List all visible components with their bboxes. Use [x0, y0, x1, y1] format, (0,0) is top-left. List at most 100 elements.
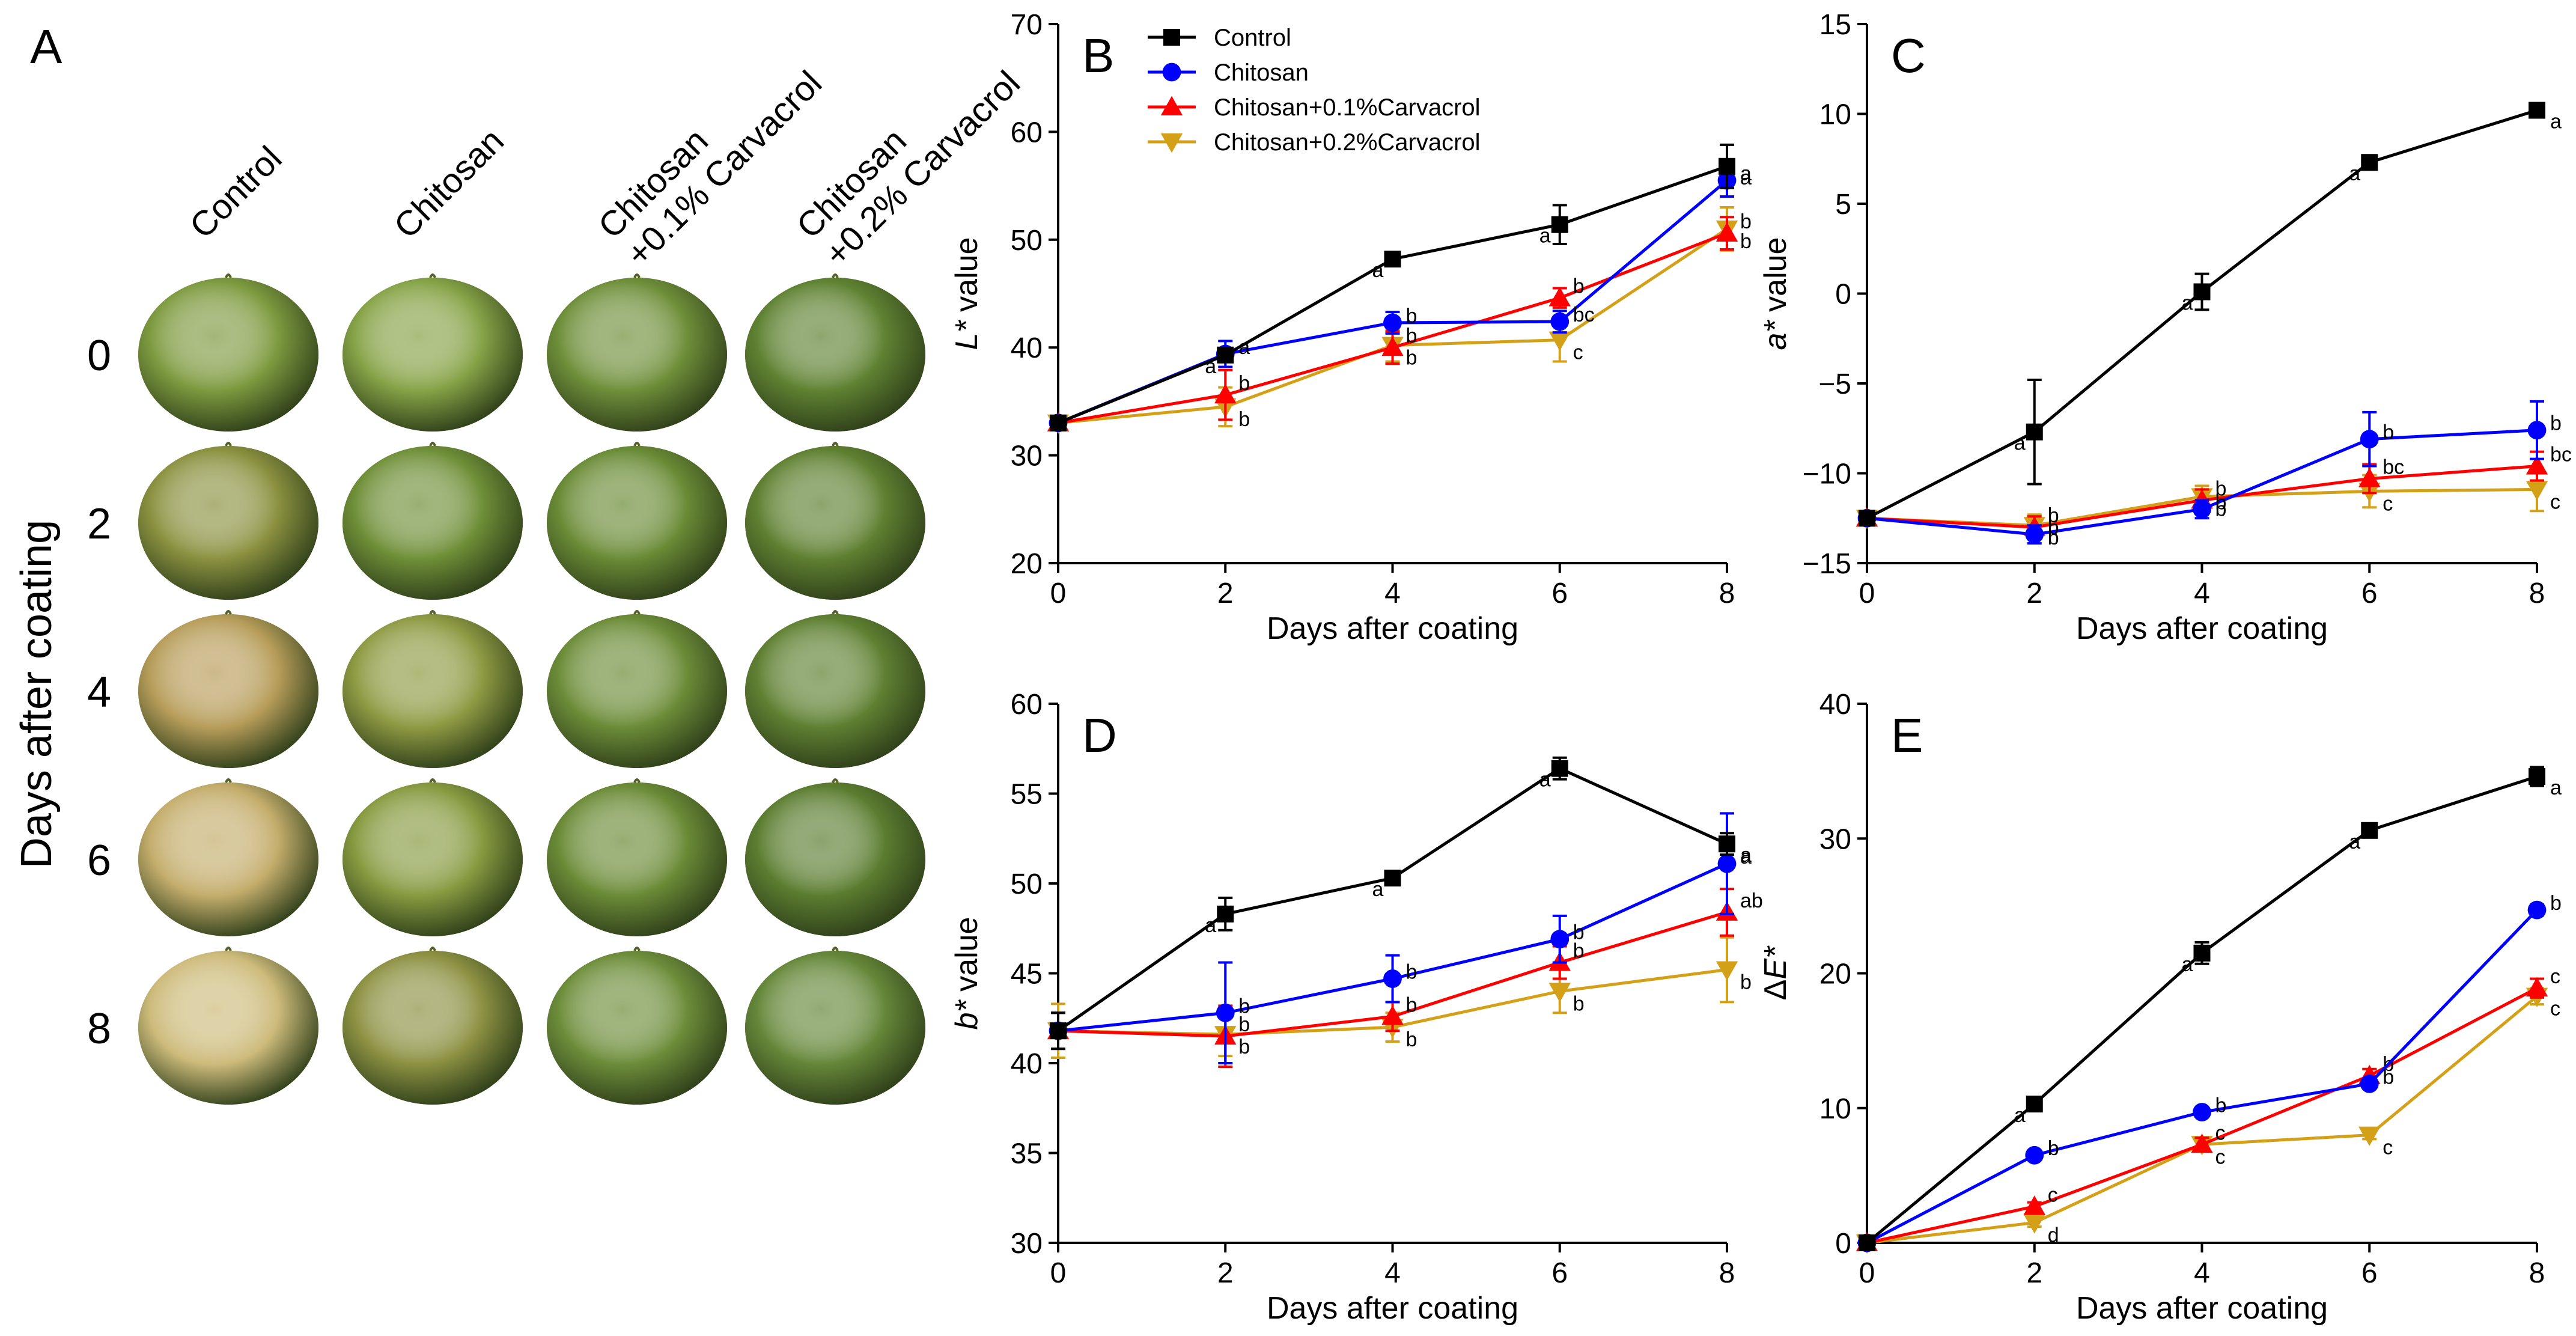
x-axis-title: Days after coating [1267, 1291, 1518, 1326]
x-axis-title: Days after coating [1267, 611, 1518, 646]
significance-label: a [1539, 769, 1551, 792]
x-tick-label: 4 [1384, 578, 1401, 609]
series-line [1866, 109, 2538, 520]
x-tick-label: 0 [1050, 578, 1067, 609]
y-tick-label: 30 [1011, 1228, 1043, 1260]
data-point-marker [2026, 423, 2043, 441]
fruit-shading [138, 278, 318, 432]
legend-entry: Control [1148, 25, 1291, 51]
data-point-marker [2193, 944, 2211, 962]
series-line [1058, 179, 1728, 425]
y-tick-label: 50 [1011, 225, 1043, 257]
chart-b-lightness: 20 30 40 50 60 70 0 2 4 6 8 Days after coating L* va… [949, 9, 1752, 646]
treatment-label-group: Chitosan+0.2% Carvacrol [789, 64, 1028, 274]
fruit-shading [343, 278, 523, 432]
data-point-marker [1163, 29, 1180, 46]
fruit-stem [429, 947, 436, 951]
legend: Control Chitosan Chitosan+0.1%Carvacrol Chi… [1148, 25, 1481, 156]
significance-label: b [2550, 412, 2562, 435]
day-number-label: 4 [87, 668, 111, 716]
fruit-stem [225, 273, 232, 278]
y-tick-label: 60 [1011, 117, 1043, 148]
fruit-stem [633, 947, 641, 951]
fruit-shading [343, 951, 523, 1105]
panel-letter-e: E [1891, 709, 1923, 762]
y-axis-title-variable: E* [1758, 945, 1793, 980]
y-tick-label: 55 [1011, 779, 1043, 811]
x-tick-label: 2 [2026, 1257, 2042, 1289]
x-tick-label: 4 [1384, 1257, 1401, 1289]
significance-label: a [2182, 953, 2193, 976]
fruit-shading [343, 614, 523, 768]
data-point-marker [2193, 283, 2211, 300]
data-point-marker [1550, 312, 1570, 331]
fruit-stem [429, 610, 436, 615]
y-tick-label: 40 [1011, 1048, 1043, 1080]
significance-label: a [1372, 878, 1384, 901]
day-number-label: 8 [87, 1005, 111, 1053]
fruit-shading [547, 614, 727, 768]
significance-label: bc [1573, 303, 1595, 326]
x-tick-label: 2 [2026, 578, 2042, 609]
series-chitosan-0-2-carvacrol: dc cc [1856, 987, 2560, 1254]
data-point-marker [2360, 430, 2379, 449]
data-point-marker [1383, 313, 1402, 332]
significance-label: b [1573, 992, 1585, 1015]
chart-c-redness: −15 −10 −5 0 5 10 15 0 2 4 6 8 Days after coating a* … [1758, 9, 2572, 646]
y-tick-label: 0 [1835, 1228, 1851, 1260]
data-point-marker [2526, 455, 2548, 475]
panel-letter-d: D [1082, 709, 1117, 762]
y-tick-label: 20 [1819, 959, 1851, 990]
significance-label: a [1372, 259, 1384, 282]
significance-label: b [1573, 275, 1585, 298]
series-chitosan: a b bc a [1049, 162, 1752, 433]
significance-label: a [2550, 776, 2562, 799]
data-point-marker [1381, 1005, 1404, 1025]
significance-label: a [1539, 225, 1551, 248]
significance-label: d [2048, 1224, 2059, 1246]
fruit-stem [633, 273, 641, 278]
treatment-label: Chitosan [386, 121, 511, 246]
significance-label: b [1406, 325, 1417, 347]
y-tick-label: −15 [1803, 548, 1851, 580]
y-axis-title-suffix: value [1758, 237, 1793, 321]
significance-label: b [2383, 1066, 2394, 1088]
fruit-stem [429, 273, 436, 278]
data-point-marker [2529, 102, 2545, 119]
significance-label: a [2349, 831, 2360, 853]
fruit-stem [225, 778, 232, 783]
fruit-stem [429, 778, 436, 783]
treatment-label: Control [182, 139, 289, 246]
y-tick-label: 20 [1011, 548, 1043, 580]
fruit-stem [225, 947, 232, 951]
y-tick-label: 45 [1011, 959, 1043, 990]
y-tick-label: −10 [1803, 459, 1851, 490]
significance-label: a [1740, 846, 1752, 868]
x-tick-label: 8 [1719, 578, 1735, 609]
x-tick-label: 0 [1859, 1257, 1875, 1289]
data-point-marker [1050, 1022, 1067, 1040]
y-tick-label: 50 [1011, 868, 1043, 900]
significance-label: c [2048, 1183, 2058, 1206]
data-point-marker [1217, 346, 1234, 364]
significance-label: b [1238, 372, 1250, 395]
data-point-marker [1719, 157, 1735, 175]
data-point-marker [2026, 1096, 2043, 1113]
fruit-stem [429, 442, 436, 447]
data-point-marker [2023, 1195, 2045, 1215]
significance-label: b [1238, 1013, 1250, 1036]
fruit-stem [832, 273, 839, 278]
data-point-marker [2358, 1126, 2381, 1146]
data-point-marker [2529, 768, 2545, 785]
x-tick-label: 0 [1859, 578, 1875, 609]
legend-entry: Chitosan+0.1%Carvacrol [1148, 94, 1481, 121]
fruit-stem [225, 442, 232, 447]
y-tick-label: 0 [1835, 279, 1851, 311]
data-point-marker [1214, 383, 1237, 404]
data-point-marker [2527, 421, 2547, 440]
significance-label: b [1740, 210, 1752, 233]
fruit-shading [138, 951, 318, 1105]
data-point-marker [2358, 468, 2381, 487]
